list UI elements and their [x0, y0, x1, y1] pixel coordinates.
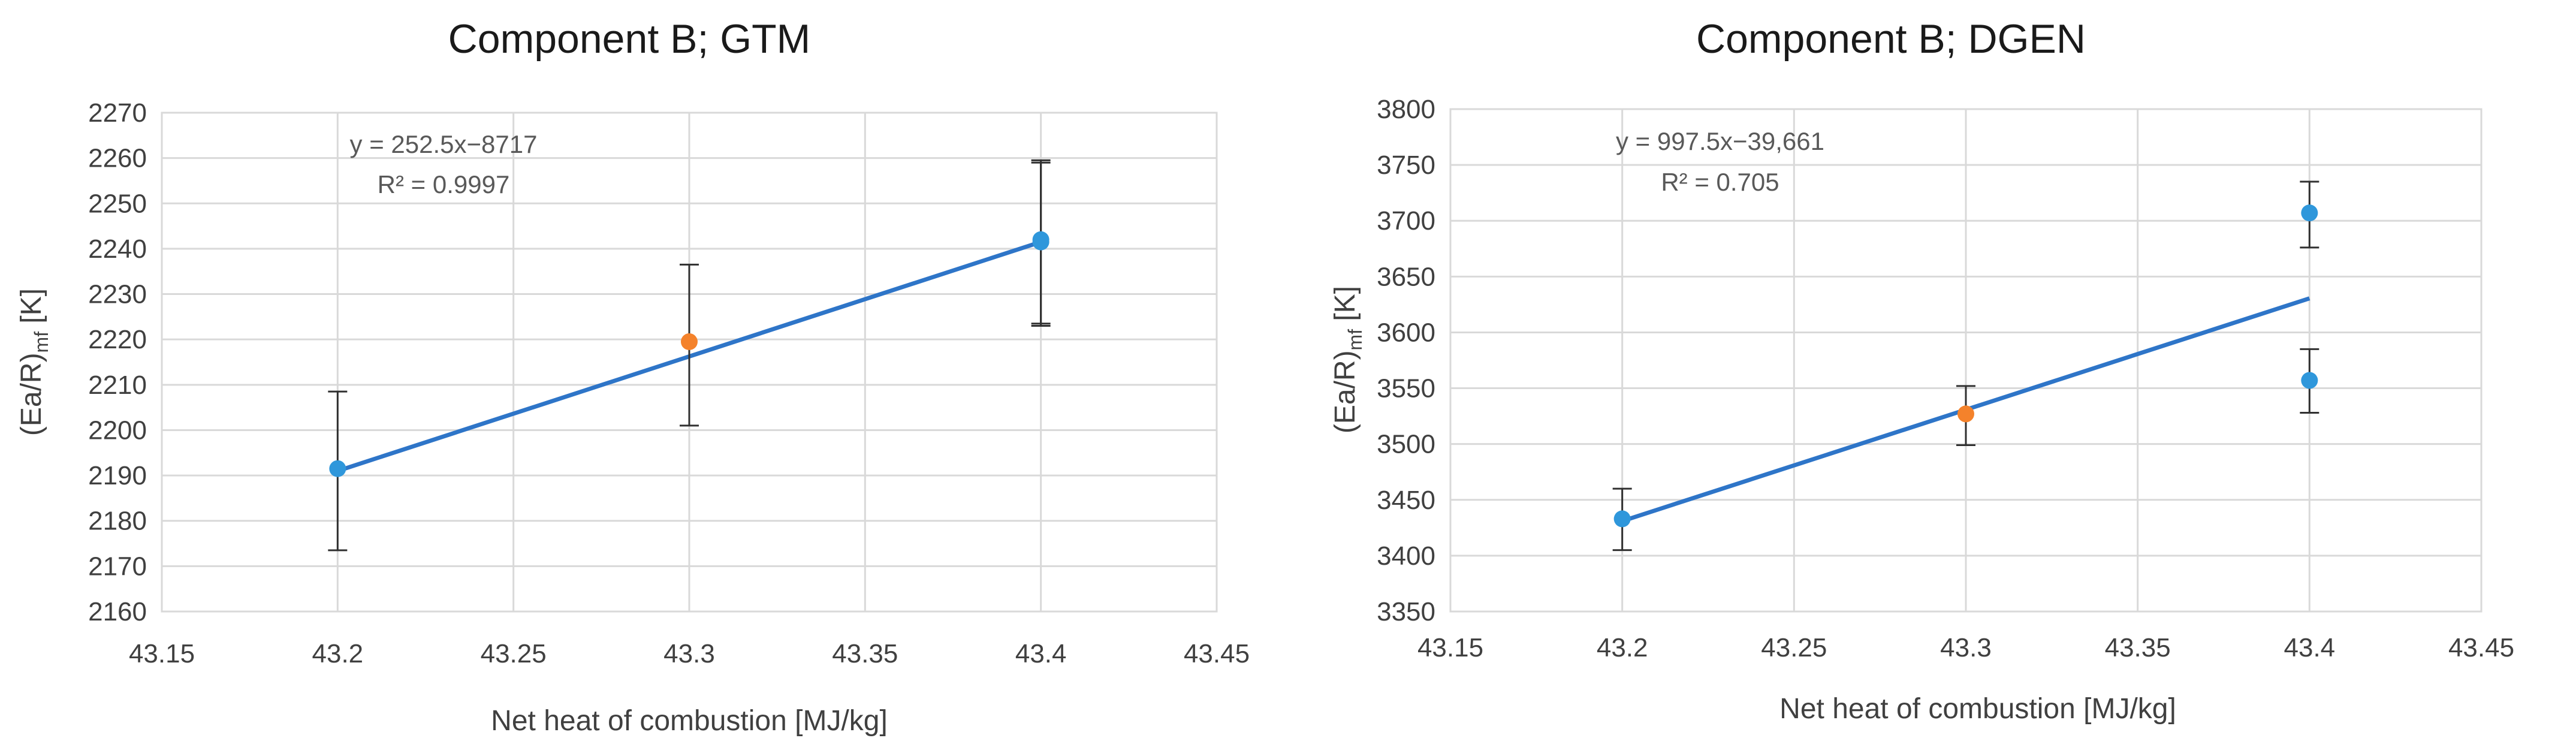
y-tick-label: 2210 [88, 371, 147, 400]
y-tick-label: 3350 [1377, 597, 1435, 626]
x-axis-ticks: 43.15 43.2 43.25 43.3 43.35 43.4 43.45 [1417, 633, 2514, 662]
y-axis-ticks: 2160 2170 2180 2190 2200 2210 2220 2230 2240 2250… [88, 98, 147, 626]
scatter-chart-gtm: Component B; GTM 2160 2170 2180 2190 2200 221… [16, 16, 1250, 737]
y-axis-title: (Ea/R)mf [K] [16, 288, 52, 436]
chart-title: Component B; DGEN [1696, 16, 2086, 62]
trendline-equation: y = 252.5x−8717 [350, 130, 538, 158]
trendline-r-squared: R² = 0.705 [1661, 168, 1779, 196]
y-tick-label: 2200 [88, 415, 147, 445]
data-point-orange [681, 333, 698, 350]
y-tick-label: 2260 [88, 144, 147, 173]
y-axis-title-unit: [K] [16, 288, 47, 332]
data-point-blue [329, 460, 346, 477]
y-axis-title-main: (Ea/R) [1329, 350, 1361, 433]
y-tick-label: 2250 [88, 189, 147, 218]
y-tick-label: 3700 [1377, 206, 1435, 236]
y-axis-title-subscript: mf [31, 332, 52, 353]
x-tick-label: 43.45 [2448, 633, 2514, 662]
x-tick-label: 43.45 [1184, 639, 1250, 668]
y-tick-label: 2180 [88, 507, 147, 536]
data-point-blue [1613, 510, 1631, 528]
data-point-orange [1957, 405, 1974, 423]
y-tick-label: 3450 [1377, 486, 1435, 515]
y-axis-title-unit: [K] [1329, 286, 1361, 329]
x-axis-ticks: 43.15 43.2 43.25 43.3 43.35 43.4 43.45 [129, 639, 1250, 668]
y-axis-ticks: 3350 3400 3450 3500 3550 3600 3650 3700 3750 3800 [1377, 95, 1435, 626]
data-series [1612, 180, 2319, 552]
y-tick-label: 3550 [1377, 374, 1435, 403]
trendline-equation: y = 997.5x−39,661 [1616, 127, 1824, 155]
data-point-blue [2301, 372, 2318, 389]
chart-title: Component B; GTM [448, 16, 811, 62]
y-tick-label: 3800 [1377, 95, 1435, 124]
x-tick-label: 43.4 [2284, 633, 2336, 662]
y-tick-label: 3500 [1377, 430, 1435, 459]
y-axis-title: (Ea/R)mf [K] [1329, 286, 1366, 433]
data-point-blue [2301, 204, 2318, 222]
y-tick-label: 3600 [1377, 318, 1435, 347]
x-tick-label: 43.15 [1417, 633, 1483, 662]
plot-area [1449, 108, 2483, 613]
chart-panel-gtm: Component B; GTM 2160 2170 2180 2190 2200 221… [16, 16, 1250, 737]
y-tick-label: 2160 [88, 597, 147, 626]
trendline-r-squared: R² = 0.9997 [378, 170, 510, 198]
y-tick-label: 2190 [88, 461, 147, 490]
y-tick-label: 2220 [88, 325, 147, 354]
y-axis-title-main: (Ea/R) [16, 353, 47, 436]
y-tick-label: 3650 [1377, 262, 1435, 291]
y-tick-label: 2240 [88, 234, 147, 264]
x-tick-label: 43.25 [1761, 633, 1827, 662]
x-tick-label: 43.3 [663, 639, 715, 668]
y-tick-label: 3750 [1377, 150, 1435, 180]
scatter-chart-dgen: Component B; DGEN 3350 3400 3450 3500 3550 36… [1329, 16, 2514, 725]
x-axis-title: Net heat of combustion [MJ/kg] [491, 705, 888, 737]
gridlines [1449, 108, 2483, 613]
chart-panel-dgen: Component B; DGEN 3350 3400 3450 3500 3550 36… [1289, 0, 2576, 744]
data-series [328, 159, 1051, 552]
x-tick-label: 43.25 [481, 639, 547, 668]
x-tick-label: 43.2 [1597, 633, 1648, 662]
y-tick-label: 2170 [88, 552, 147, 581]
y-axis-title-subscript: mf [1344, 329, 1366, 351]
y-tick-label: 3400 [1377, 541, 1435, 571]
x-tick-label: 43.15 [129, 639, 195, 668]
plot-area [161, 112, 1218, 613]
y-tick-label: 2230 [88, 280, 147, 309]
x-tick-label: 43.3 [1940, 633, 1992, 662]
data-point-blue [1032, 233, 1049, 251]
x-tick-label: 43.35 [2105, 633, 2171, 662]
x-tick-label: 43.4 [1015, 639, 1067, 668]
x-axis-title: Net heat of combustion [MJ/kg] [1779, 693, 2176, 725]
x-tick-label: 43.2 [312, 639, 364, 668]
x-tick-label: 43.35 [832, 639, 898, 668]
y-tick-label: 2270 [88, 98, 147, 128]
